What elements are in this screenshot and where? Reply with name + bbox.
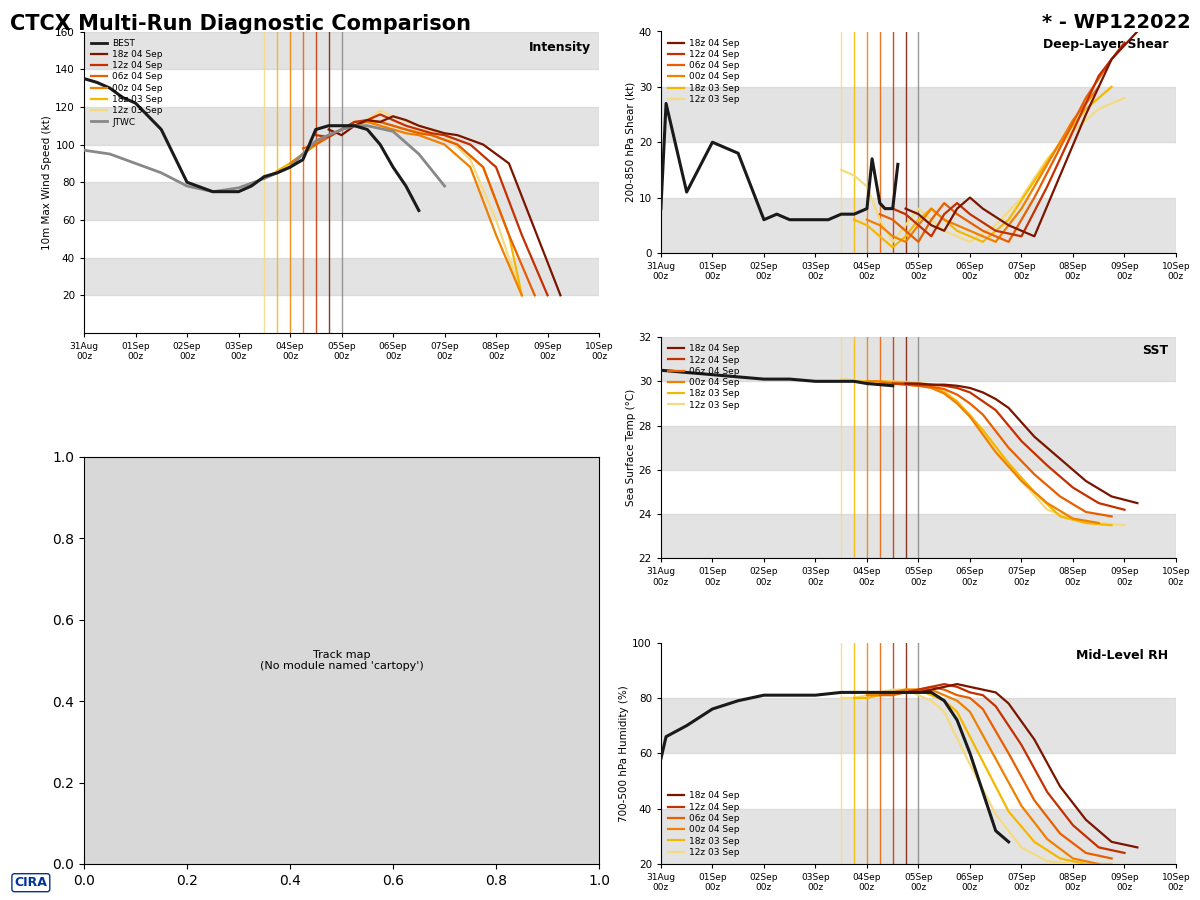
Text: Mid-Level RH: Mid-Level RH (1076, 649, 1169, 662)
Y-axis label: 200-850 hPa Shear (kt): 200-850 hPa Shear (kt) (626, 82, 636, 202)
Legend: BEST, 18z 04 Sep, 12z 04 Sep, 06z 04 Sep, 00z 04 Sep, 18z 03 Sep, 12z 03 Sep, JT: BEST, 18z 04 Sep, 12z 04 Sep, 06z 04 Sep… (89, 36, 166, 130)
Text: CTCX Multi-Run Diagnostic Comparison: CTCX Multi-Run Diagnostic Comparison (10, 14, 470, 33)
Bar (84, 182, 599, 220)
Text: * - WP122022: * - WP122022 (1042, 14, 1190, 32)
Bar (661, 198, 1176, 253)
Bar (661, 514, 1176, 559)
Legend: 18z 04 Sep, 12z 04 Sep, 06z 04 Sep, 00z 04 Sep, 18z 03 Sep, 12z 03 Sep: 18z 04 Sep, 12z 04 Sep, 06z 04 Sep, 00z … (666, 342, 743, 412)
Legend: 18z 04 Sep, 12z 04 Sep, 06z 04 Sep, 00z 04 Sep, 18z 03 Sep, 12z 03 Sep: 18z 04 Sep, 12z 04 Sep, 06z 04 Sep, 00z … (666, 788, 743, 860)
Legend: 18z 04 Sep, 12z 04 Sep, 06z 04 Sep, 00z 04 Sep, 18z 03 Sep, 12z 03 Sep: 18z 04 Sep, 12z 04 Sep, 06z 04 Sep, 00z … (666, 36, 743, 107)
Y-axis label: 700-500 hPa Humidity (%): 700-500 hPa Humidity (%) (619, 685, 630, 822)
Bar (661, 87, 1176, 142)
Bar (661, 337, 1176, 382)
Y-axis label: 10m Max Wind Speed (kt): 10m Max Wind Speed (kt) (42, 115, 53, 249)
Text: Deep-Layer Shear: Deep-Layer Shear (1043, 38, 1169, 51)
Text: SST: SST (1142, 344, 1169, 356)
Y-axis label: Sea Surface Temp (°C): Sea Surface Temp (°C) (626, 389, 636, 507)
Bar (661, 698, 1176, 753)
Bar (661, 808, 1176, 864)
Text: CIRA: CIRA (14, 877, 47, 889)
Bar (84, 107, 599, 145)
Text: Track map
(No module named 'cartopy'): Track map (No module named 'cartopy') (259, 650, 424, 671)
Text: Intensity: Intensity (529, 40, 592, 53)
Bar (84, 257, 599, 295)
Bar (84, 32, 599, 69)
Bar (661, 426, 1176, 470)
